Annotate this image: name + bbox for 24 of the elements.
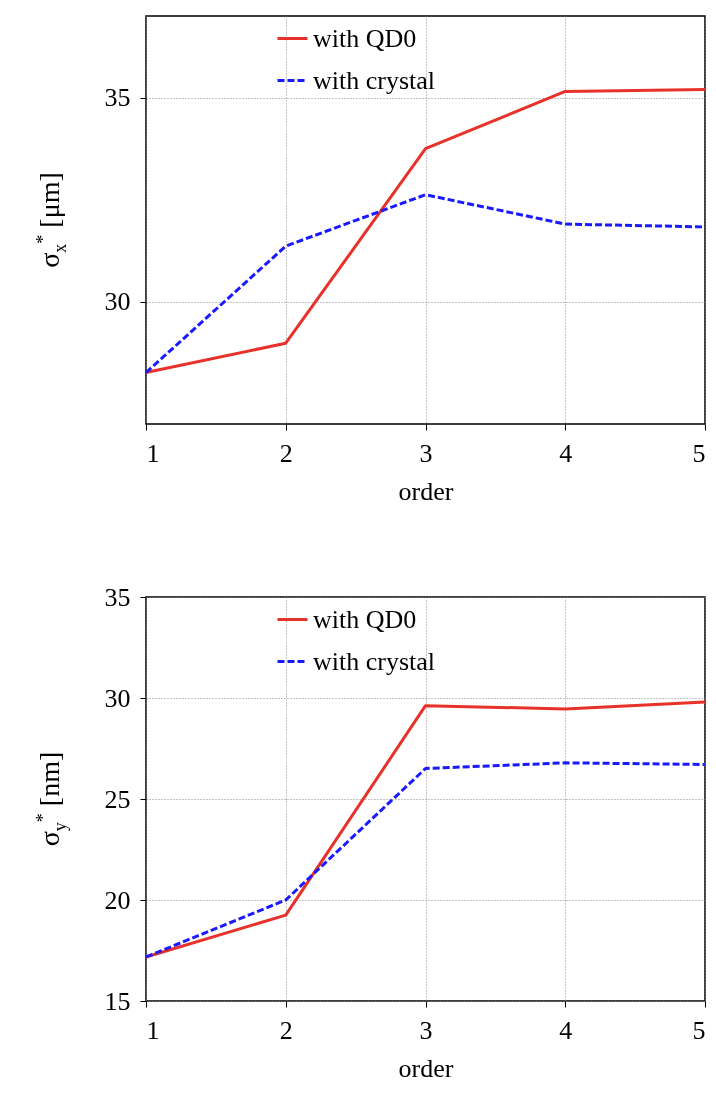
x-tick-label: 5 [692,438,706,468]
x-tick-label: 5 [692,1015,706,1045]
legend-label: with crystal [313,646,436,676]
y-tick-label: 25 [104,784,131,814]
x-tick-label: 4 [559,438,573,468]
x-tick-label: 3 [419,1015,433,1045]
legend-label: with QD0 [313,23,417,53]
x-tick-label: 4 [559,1015,573,1045]
x-tick-label: 1 [146,1015,160,1045]
line-series [144,761,707,959]
x-tick-label: 2 [279,438,293,468]
x-tick-label: 2 [279,1015,293,1045]
y-tick-label: 15 [104,986,131,1016]
y-tick-label: 30 [104,287,131,317]
x-tick-label: 1 [146,438,160,468]
legend-label: with QD0 [313,604,417,634]
x-axis-title: order [398,476,454,506]
legend-label: with crystal [313,65,436,95]
y-tick-label: 35 [104,582,131,612]
y-tick-label: 30 [104,683,131,713]
x-tick-label: 3 [419,438,433,468]
y-tick-label: 35 [104,83,131,113]
y-tick-label: 20 [104,885,131,915]
x-axis-title: order [398,1053,454,1083]
